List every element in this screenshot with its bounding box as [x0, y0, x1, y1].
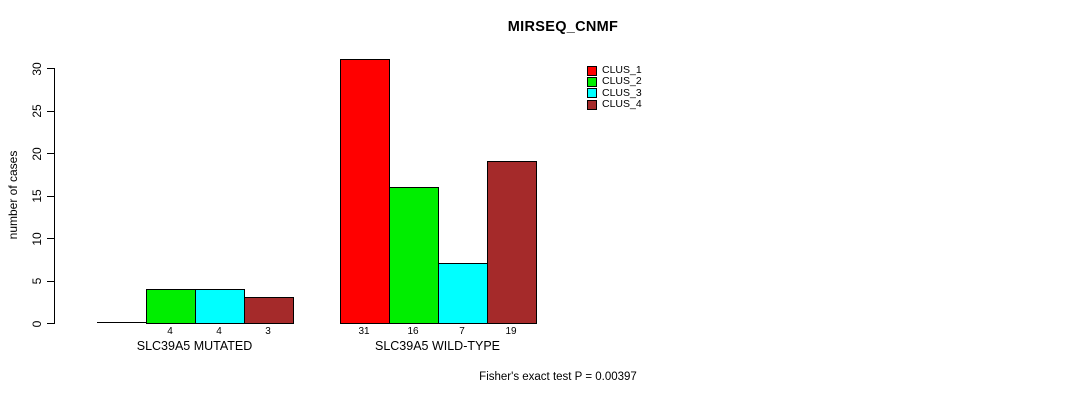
bar-clus_1-group1-zero [96, 322, 147, 323]
legend-label: CLUS_4 [602, 98, 642, 111]
legend-swatch-clus_4 [587, 99, 597, 110]
bar-value-label: 4 [216, 326, 222, 337]
bar-clus_2-group2 [388, 187, 439, 324]
bar-clus_4-group2 [486, 161, 537, 324]
bar-clus_1-group2 [339, 59, 390, 324]
y-axis-tick-label: 10 [30, 231, 44, 246]
category-label: SLC39A5 MUTATED [136, 339, 253, 353]
bar-value-label: 3 [265, 326, 271, 337]
bar-value-label: 4 [167, 326, 173, 337]
bar-value-label: 7 [459, 326, 465, 337]
legend-row: CLUS_4 [587, 99, 642, 110]
y-axis-tick [47, 153, 54, 154]
bar-clus_2-group1 [145, 289, 196, 324]
chart-title: MIRSEQ_CNMF [507, 19, 619, 35]
bar-clus_3-group1 [194, 289, 245, 324]
bar-value-label: 31 [358, 326, 370, 337]
y-axis-line [54, 68, 55, 324]
bar-clus_3-group2 [437, 263, 488, 324]
y-axis-tick-label: 0 [30, 320, 44, 327]
legend-swatch-clus_3 [587, 88, 597, 99]
y-axis-tick-label: 25 [30, 104, 44, 118]
legend: CLUS_1 CLUS_2 CLUS_3 CLUS_4 [587, 65, 642, 110]
fisher-test-annotation: Fisher's exact test P = 0.00397 [479, 371, 637, 383]
y-axis-tick [47, 195, 54, 197]
legend-label: CLUS_3 [602, 86, 642, 99]
legend-label: CLUS_2 [602, 75, 642, 88]
bar-value-label: 19 [505, 326, 517, 337]
y-axis-tick [47, 280, 54, 282]
legend-swatch-clus_2 [587, 76, 597, 87]
legend-label: CLUS_1 [602, 64, 642, 77]
y-axis-tick [47, 323, 54, 324]
y-axis-tick-label: 30 [30, 61, 44, 76]
y-axis-tick-label: 15 [30, 189, 44, 203]
y-axis-tick-label: 5 [30, 277, 44, 285]
legend-row: CLUS_2 [587, 76, 642, 87]
y-axis-tick [47, 110, 54, 112]
bar-clus_4-group1 [243, 297, 294, 324]
bar-value-label: 16 [407, 326, 419, 337]
y-axis-tick [47, 238, 54, 239]
legend-row: CLUS_3 [587, 86, 642, 99]
legend-row: CLUS_1 [587, 65, 642, 76]
legend-swatch-clus_1 [587, 65, 597, 76]
y-axis-tick-label: 20 [30, 146, 44, 161]
y-axis-tick [47, 68, 54, 69]
category-label: SLC39A5 WILD-TYPE [374, 339, 501, 353]
